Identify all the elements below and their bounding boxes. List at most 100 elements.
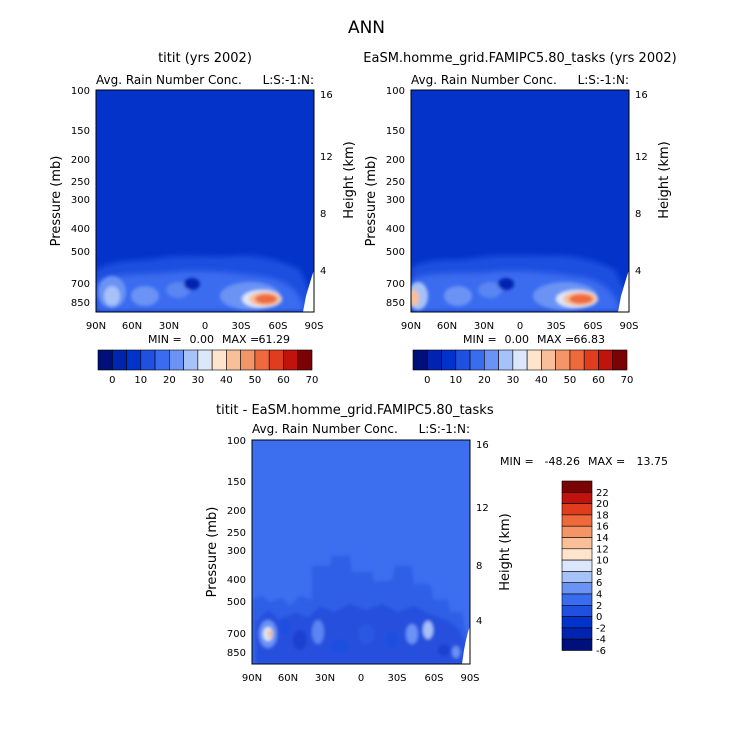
colorbar-swatch [412, 349, 428, 371]
panel3-ytick-right: 4 [476, 616, 482, 627]
panel1-title: titit (yrs 2002) [158, 51, 252, 66]
colorbar-swatch [455, 349, 471, 371]
colorbar-swatch [569, 349, 585, 371]
colorbar-label: -6 [596, 646, 606, 657]
panel2-max-label: MAX = [537, 333, 574, 346]
panel3-field [252, 440, 470, 664]
panel2-max-value: 66.83 [574, 333, 606, 346]
colorbar-swatch [561, 616, 593, 629]
panel3-ytick-right: 12 [476, 503, 489, 514]
panel3-xtick: 60S [424, 673, 443, 684]
panel1: titit (yrs 2002) Avg. Rain Number Conc. … [49, 51, 357, 386]
panel2-y-ticks: 100 150 200 250 300 400 500 700 850 [386, 86, 405, 309]
colorbar-swatch [561, 548, 593, 561]
colorbar-label: 50 [564, 375, 577, 386]
colorbar-swatch [111, 349, 127, 371]
panel3-ytick-right: 16 [476, 440, 489, 451]
colorbar-swatch [561, 627, 593, 640]
panel3-xtick: 90S [460, 673, 479, 684]
panel1-frame [95, 89, 315, 313]
panel3-min-value: -48.26 [545, 455, 580, 468]
colorbar-label: 10 [134, 375, 147, 386]
colorbar-swatch [498, 349, 514, 371]
panel2-ytick: 500 [386, 247, 405, 258]
panel1-ytick: 700 [71, 279, 90, 290]
panel2-colorbar: 0 10 20 30 40 50 60 70 [412, 349, 633, 386]
panel3-ylabel-right: Height (km) [498, 513, 513, 590]
colorbar-swatch [197, 349, 213, 371]
panel1-xtick: 90S [304, 321, 323, 332]
panel2-level-label: L:S:-1:N: [578, 73, 629, 87]
panel1-max-value: 61.29 [259, 333, 291, 346]
panel3-ytick-right: 8 [476, 561, 482, 572]
colorbar-label: -4 [596, 635, 606, 646]
panel2-ytick: 300 [386, 195, 405, 206]
colorbar-swatch [126, 349, 142, 371]
colorbar-swatch [97, 349, 113, 371]
colorbar-swatch [561, 571, 593, 584]
colorbar-label: 20 [596, 499, 609, 510]
colorbar-swatch [183, 349, 199, 371]
panel2: EaSM.homme_grid.FAMIPC5.80_tasks (yrs 20… [363, 51, 676, 386]
colorbar-swatch [254, 349, 270, 371]
panel1-x-ticks: 90N 60N 30N 0 30S 60S 90S [86, 321, 324, 332]
colorbar-swatch [561, 593, 593, 606]
panel1-ylabel-right: Height (km) [342, 141, 357, 218]
colorbar-label: 10 [596, 556, 609, 567]
panel1-ytick-right: 8 [320, 209, 326, 220]
panel2-ytick: 250 [386, 177, 405, 188]
panel3-ytick: 150 [227, 477, 246, 488]
panel1-ytick: 250 [71, 177, 90, 188]
panel3-x-ticks: 90N 60N 30N 0 30S 60S 90S [242, 673, 480, 684]
colorbar-label: 14 [596, 533, 609, 544]
panel1-ytick: 850 [71, 298, 90, 309]
panel3-ytick: 850 [227, 648, 246, 659]
colorbar-swatch [561, 480, 593, 493]
colorbar-label: 30 [506, 375, 519, 386]
colorbar-swatch [583, 349, 599, 371]
panel2-frame [410, 89, 630, 313]
panel1-ytick-right: 12 [320, 152, 333, 163]
panel2-ytick: 100 [386, 86, 405, 97]
panel3-xtick: 60N [278, 673, 298, 684]
colorbar-swatch [561, 525, 593, 538]
colorbar-label: 2 [596, 601, 602, 612]
colorbar-label: 40 [220, 375, 233, 386]
panel3-ytick: 400 [227, 575, 246, 586]
panel2-min-value: 0.00 [505, 333, 530, 346]
panel2-y-ticks-right: 16 12 8 4 [635, 90, 648, 277]
panel1-ylabel: Pressure (mb) [49, 156, 64, 247]
colorbar-label: 60 [277, 375, 290, 386]
panel2-xtick: 90N [401, 321, 421, 332]
panel3-ytick: 300 [227, 546, 246, 557]
panel1-colorbar: 0 10 20 30 40 50 60 70 [97, 349, 318, 386]
panel2-missing-data [618, 270, 629, 312]
panel1-ytick: 100 [71, 86, 90, 97]
panel2-xtick: 90S [619, 321, 638, 332]
panel2-min-label: MIN = [463, 333, 497, 346]
colorbar-label: 60 [592, 375, 605, 386]
panel2-xtick: 0 [517, 321, 523, 332]
colorbar-label: 20 [163, 375, 176, 386]
page-title: ANN [347, 18, 386, 38]
panel3-missing-data [462, 626, 470, 664]
panel2-ylabel-right: Height (km) [657, 141, 672, 218]
colorbar-swatch [561, 604, 593, 617]
panel3-level-label: L:S:-1:N: [419, 422, 470, 436]
colorbar-swatch [561, 503, 593, 516]
panel2-ytick: 200 [386, 155, 405, 166]
colorbar-swatch [561, 537, 593, 550]
panel3-y-ticks-right: 16 12 8 4 [476, 440, 489, 627]
colorbar-swatch [211, 349, 227, 371]
colorbar-label: 0 [424, 375, 430, 386]
panel3-ytick: 500 [227, 597, 246, 608]
colorbar-swatch [169, 349, 184, 371]
colorbar-label: 12 [596, 544, 609, 555]
panel1-ytick: 400 [71, 224, 90, 235]
panel1-min-value: 0.00 [190, 333, 215, 346]
colorbar-label: 20 [478, 375, 491, 386]
panel2-field [411, 90, 629, 312]
panel1-ytick-right: 4 [320, 266, 326, 277]
panel2-x-ticks: 90N 60N 30N 0 30S 60S 90S [401, 321, 639, 332]
